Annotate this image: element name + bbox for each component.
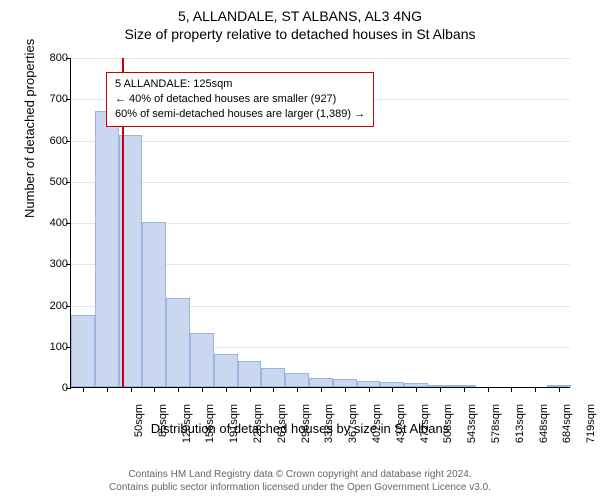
x-tick-mark bbox=[250, 387, 251, 392]
histogram-bar bbox=[285, 373, 309, 387]
x-tick-mark bbox=[178, 387, 179, 392]
x-tick-mark bbox=[488, 387, 489, 392]
grid-line bbox=[71, 182, 570, 183]
x-tick-mark bbox=[535, 387, 536, 392]
chart-subtitle: Size of property relative to detached ho… bbox=[20, 26, 580, 42]
y-tick-label: 600 bbox=[33, 135, 68, 147]
y-tick-label: 300 bbox=[33, 258, 68, 270]
histogram-bar bbox=[142, 222, 166, 387]
x-tick-label: 719sqm bbox=[585, 404, 597, 454]
x-tick-mark bbox=[154, 387, 155, 392]
x-tick-mark bbox=[107, 387, 108, 392]
grid-line bbox=[71, 58, 570, 59]
annotation-box: 5 ALLANDALE: 125sqm← 40% of detached hou… bbox=[106, 72, 374, 127]
histogram-bar bbox=[238, 361, 262, 387]
histogram-bar bbox=[95, 111, 119, 387]
footer-line-1: Contains HM Land Registry data © Crown c… bbox=[20, 468, 580, 481]
histogram-bar bbox=[309, 378, 333, 387]
page-title: 5, ALLANDALE, ST ALBANS, AL3 4NG bbox=[20, 8, 580, 24]
histogram-bar bbox=[333, 379, 357, 387]
y-tick-label: 400 bbox=[33, 217, 68, 229]
x-tick-mark bbox=[321, 387, 322, 392]
y-tick-label: 700 bbox=[33, 93, 68, 105]
x-tick-mark bbox=[559, 387, 560, 392]
histogram-bar bbox=[261, 368, 285, 387]
y-tick-label: 500 bbox=[33, 176, 68, 188]
footer: Contains HM Land Registry data © Crown c… bbox=[20, 468, 580, 494]
annotation-line: ← 40% of detached houses are smaller (92… bbox=[115, 92, 365, 107]
x-tick-mark bbox=[226, 387, 227, 392]
histogram-bar bbox=[71, 315, 95, 387]
histogram-bar bbox=[214, 354, 238, 387]
annotation-line: 5 ALLANDALE: 125sqm bbox=[115, 77, 365, 92]
x-tick-mark bbox=[440, 387, 441, 392]
chart: Number of detached properties 50sqm85sqm… bbox=[20, 48, 580, 428]
x-tick-mark bbox=[83, 387, 84, 392]
footer-line-2: Contains public sector information licen… bbox=[20, 481, 580, 494]
histogram-bar bbox=[166, 298, 190, 387]
x-tick-mark bbox=[273, 387, 274, 392]
y-axis-label: Number of detached properties bbox=[22, 39, 37, 218]
x-tick-mark bbox=[369, 387, 370, 392]
x-tick-mark bbox=[464, 387, 465, 392]
x-tick-mark bbox=[202, 387, 203, 392]
y-tick-label: 0 bbox=[33, 382, 68, 394]
x-tick-mark bbox=[345, 387, 346, 392]
histogram-bar bbox=[190, 333, 214, 387]
x-tick-mark bbox=[297, 387, 298, 392]
annotation-line: 60% of semi-detached houses are larger (… bbox=[115, 107, 365, 122]
grid-line bbox=[71, 141, 570, 142]
y-tick-label: 100 bbox=[33, 341, 68, 353]
x-tick-mark bbox=[416, 387, 417, 392]
x-tick-mark bbox=[511, 387, 512, 392]
plot-area: 50sqm85sqm120sqm156sqm191sqm226sqm261sqm… bbox=[70, 58, 570, 388]
x-axis-label: Distribution of detached houses by size … bbox=[20, 421, 580, 436]
x-tick-mark bbox=[392, 387, 393, 392]
x-tick-mark bbox=[131, 387, 132, 392]
y-tick-label: 200 bbox=[33, 300, 68, 312]
y-tick-label: 800 bbox=[33, 52, 68, 64]
